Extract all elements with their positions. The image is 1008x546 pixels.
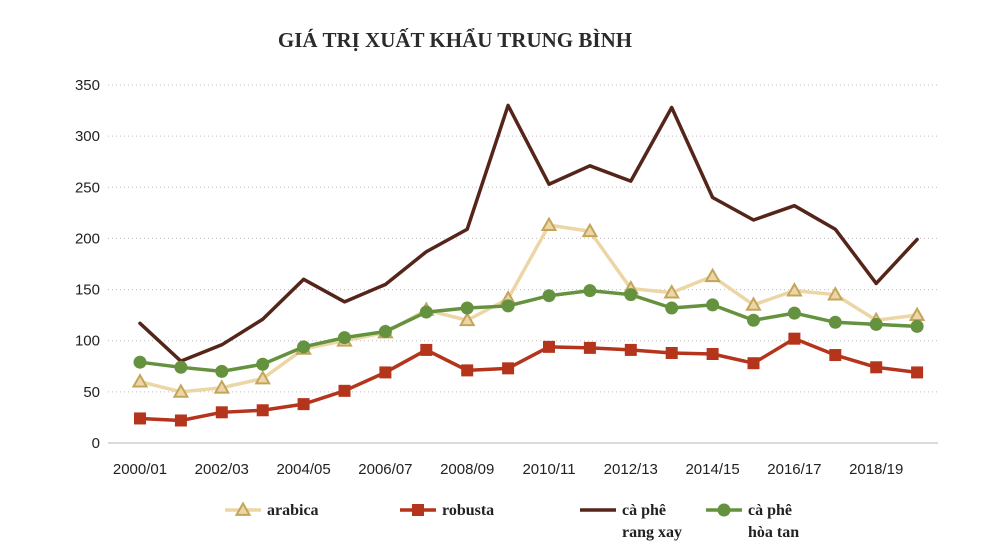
data-point: [706, 348, 719, 361]
series-line: [138, 336, 919, 423]
data-point: [542, 289, 556, 303]
data-point: [420, 343, 433, 356]
series-arabica: [131, 216, 926, 398]
x-tick-label: 2016/17: [767, 461, 821, 478]
x-tick-label: 2000/01: [113, 461, 167, 478]
x-axis: 2000/01 2002/03 2004/05 2006/07 2008/09 2010/…: [113, 461, 903, 478]
grid-lines: [108, 84, 938, 444]
data-point: [134, 412, 146, 425]
series-robusta: [134, 332, 924, 427]
data-point: [581, 222, 599, 238]
data-point: [624, 343, 637, 356]
data-point: [540, 216, 558, 232]
data-point: [338, 384, 351, 397]
chart-title: GIÁ TRỊ XUẤT KHẨU TRUNG BÌNH: [278, 28, 632, 52]
data-point: [827, 286, 844, 301]
x-tick-label: 2006/07: [358, 461, 412, 478]
data-point: [543, 340, 555, 353]
x-tick-label: 2012/13: [604, 461, 658, 478]
series-line: [138, 103, 919, 363]
data-point: [869, 317, 883, 331]
legend-swatch-marker: [234, 501, 252, 516]
data-point: [583, 284, 597, 298]
legend-label: cà phê: [622, 502, 666, 519]
data-point: [786, 282, 803, 297]
x-tick-label: 2002/03: [195, 461, 249, 478]
data-point: [213, 379, 231, 394]
y-tick-label: 0: [92, 435, 100, 452]
data-point: [379, 366, 392, 379]
data-point: [378, 325, 392, 339]
data-point: [828, 315, 842, 329]
data-point: [215, 364, 229, 378]
data-point: [665, 346, 678, 359]
x-tick-label: 2018/19: [849, 461, 903, 478]
legend-label: robusta: [442, 502, 494, 519]
data-point: [502, 362, 515, 375]
data-point: [829, 349, 842, 362]
legend-swatch-marker: [717, 503, 731, 517]
data-point: [583, 341, 596, 354]
legend-item: arabica: [225, 501, 319, 519]
y-tick-label: 100: [75, 333, 100, 350]
y-tick-label: 350: [75, 77, 100, 94]
data-point: [870, 361, 883, 374]
y-tick-label: 250: [75, 179, 100, 196]
data-point: [133, 355, 147, 369]
data-point: [174, 414, 187, 427]
legend-label: hòa tan: [748, 524, 799, 541]
data-point: [788, 332, 801, 345]
data-point: [254, 370, 271, 385]
x-tick-label: 2010/11: [522, 461, 575, 478]
legend-label: cà phê: [748, 502, 792, 519]
data-point: [256, 404, 269, 417]
legend-item: cà phê hòa tan: [706, 502, 799, 541]
legend: arabica robusta cà phê rang xay cà phê hòa ta…: [225, 501, 799, 541]
series-cà-phê-hòa-tan: [133, 284, 924, 378]
data-point: [419, 305, 433, 319]
y-tick-label: 300: [75, 128, 100, 145]
data-point: [747, 313, 760, 327]
data-point: [501, 299, 515, 313]
data-point: [747, 357, 760, 370]
data-point: [704, 267, 721, 283]
y-axis: 0 50 100 150 200 250 300 350: [75, 77, 100, 452]
legend-swatch-marker: [412, 504, 424, 516]
data-point: [215, 406, 228, 419]
y-tick-label: 50: [83, 384, 100, 401]
x-tick-label: 2014/15: [685, 461, 739, 478]
data-point: [910, 319, 924, 333]
x-tick-label: 2008/09: [440, 461, 494, 478]
data-point: [706, 298, 720, 312]
data-point: [297, 398, 310, 411]
data-point: [911, 366, 924, 379]
legend-label: rang xay: [622, 524, 682, 541]
legend-label: arabica: [267, 502, 319, 519]
series-line: [138, 288, 919, 374]
data-point: [256, 357, 270, 371]
data-point: [458, 311, 476, 327]
series-group: [131, 103, 926, 427]
data-point: [745, 296, 762, 311]
data-point: [665, 301, 679, 315]
data-point: [624, 288, 638, 302]
data-point: [461, 364, 474, 377]
data-point: [787, 306, 801, 320]
y-tick-label: 150: [75, 282, 100, 299]
x-tick-label: 2004/05: [276, 461, 330, 478]
y-tick-label: 200: [75, 230, 100, 247]
data-point: [460, 301, 474, 315]
data-point: [338, 331, 351, 345]
data-point: [297, 340, 311, 354]
series-cà-phê-rang-xay: [138, 103, 919, 363]
data-point: [663, 284, 680, 299]
data-point: [174, 360, 188, 374]
legend-item: cà phê rang xay: [580, 502, 682, 541]
data-point: [131, 373, 149, 388]
data-point: [172, 383, 190, 398]
series-line: [138, 223, 919, 394]
legend-item: robusta: [400, 502, 494, 519]
